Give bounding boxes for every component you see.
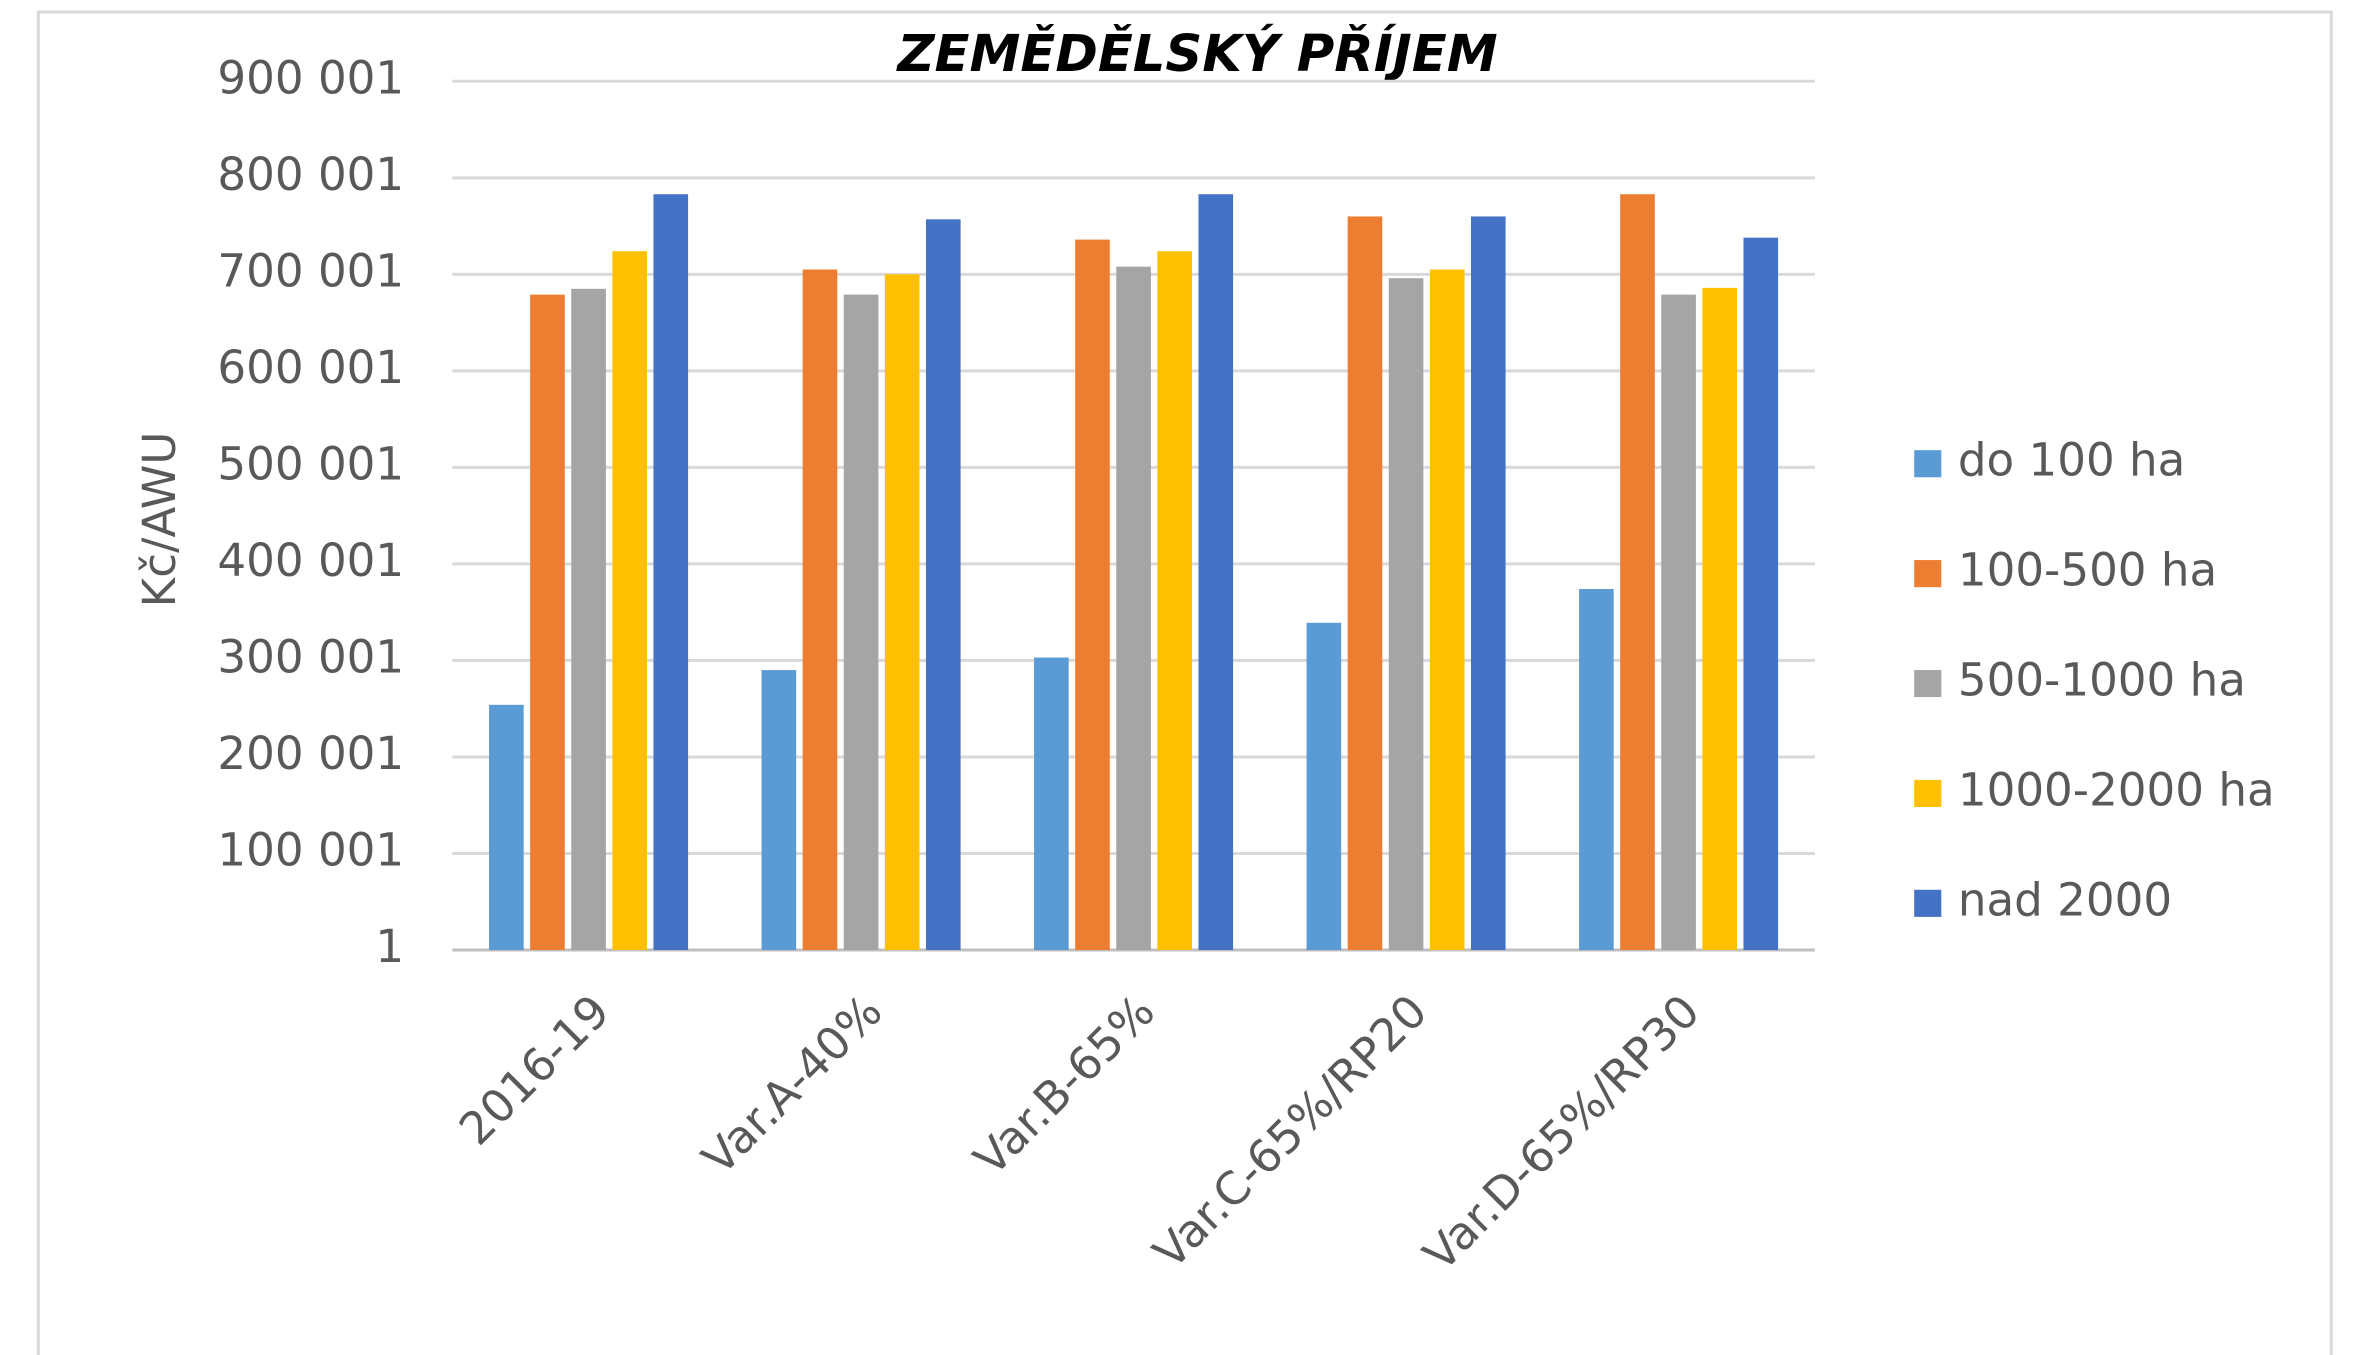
legend-swatch	[1914, 669, 1942, 698]
chart-frame	[36, 10, 2333, 1355]
legend-label: 100-500 ha	[1958, 544, 2217, 597]
bar	[489, 704, 524, 951]
bar	[1075, 239, 1110, 951]
bar	[1306, 622, 1342, 951]
x-tick-label: Var.C-65%/RP20	[1143, 984, 1437, 1278]
legend-swatch	[1914, 779, 1942, 807]
bar	[1116, 266, 1151, 951]
bar	[653, 194, 689, 951]
bar	[1034, 657, 1069, 951]
bar	[843, 294, 879, 951]
y-tick-label: 800 001	[217, 148, 404, 201]
bar	[1579, 589, 1614, 951]
x-tick-label: Var.A-40%	[692, 984, 892, 1184]
chart-title: ZEMĚDĚLSKÝ PŘÍJEM	[895, 23, 1497, 84]
legend-label: 1000-2000 ha	[1958, 763, 2275, 816]
y-tick-label: 1	[375, 920, 404, 973]
bar	[1470, 216, 1506, 951]
bar	[612, 251, 647, 951]
y-tick-label: 600 001	[217, 341, 404, 394]
legend-label: nad 2000	[1958, 873, 2172, 926]
bar	[761, 670, 797, 951]
bar	[1198, 194, 1234, 951]
legend-label: 500-1000 ha	[1958, 654, 2246, 707]
y-axis-label: Kč/AWU	[133, 432, 186, 608]
y-tick-label: 400 001	[217, 534, 404, 587]
legend-label: do 100 ha	[1958, 434, 2185, 487]
bar	[1429, 269, 1465, 951]
y-tick-label: 900 001	[217, 51, 404, 104]
bar	[530, 294, 565, 951]
bar	[925, 219, 961, 951]
bar	[571, 288, 606, 951]
y-tick-label: 100 001	[217, 823, 404, 876]
bar	[1743, 237, 1779, 951]
y-tick-label: 700 001	[217, 244, 404, 297]
bar	[1702, 287, 1738, 951]
y-tick-label: 300 001	[217, 630, 404, 683]
bar	[1347, 216, 1383, 951]
bar	[1661, 294, 1696, 951]
bar	[1388, 278, 1424, 951]
legend-swatch	[1914, 560, 1942, 588]
bar	[1620, 194, 1655, 951]
bar	[1157, 251, 1192, 951]
bar	[802, 269, 838, 951]
legend-swatch	[1914, 450, 1942, 478]
y-tick-label: 500 001	[217, 437, 404, 490]
x-tick-label: Var.B-65%	[964, 984, 1165, 1185]
legend-swatch	[1914, 889, 1942, 917]
y-tick-label: 200 001	[217, 727, 404, 780]
bar	[884, 274, 920, 951]
x-tick-label: 2016-19	[449, 984, 620, 1155]
x-tick-label: Var.D-65%/RP30	[1413, 984, 1710, 1281]
